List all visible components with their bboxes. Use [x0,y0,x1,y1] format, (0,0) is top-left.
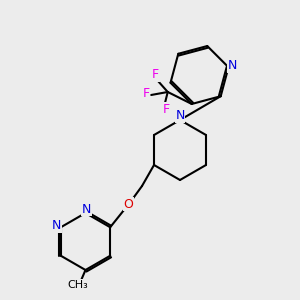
Text: N: N [175,109,185,122]
Text: CH₃: CH₃ [68,280,88,290]
Text: F: F [163,103,170,116]
Text: N: N [82,202,91,216]
Text: F: F [152,68,159,81]
Text: O: O [124,197,134,211]
Text: N: N [52,219,62,232]
Text: N: N [227,59,237,72]
Text: F: F [142,87,149,100]
